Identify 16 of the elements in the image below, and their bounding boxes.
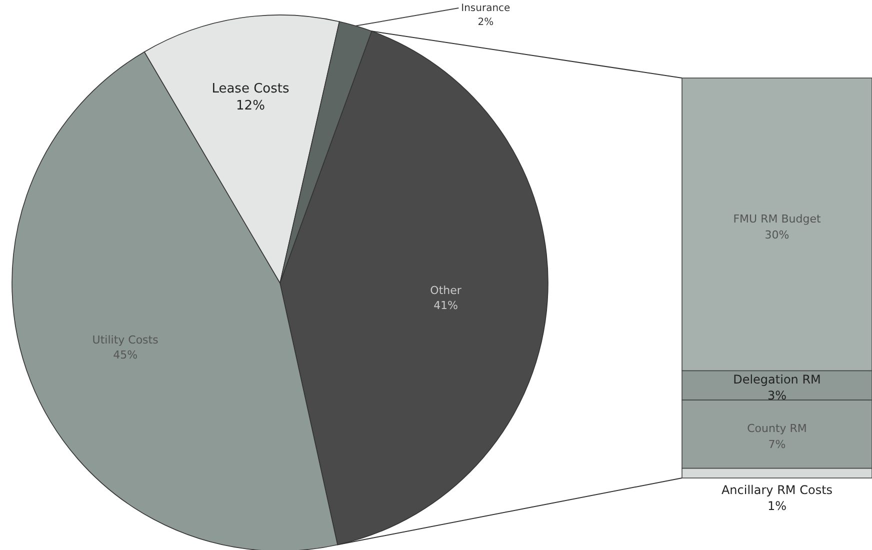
series-label: County RM bbox=[747, 422, 807, 436]
slice-label: Lease Costs bbox=[212, 81, 290, 96]
data-label: 12% bbox=[236, 98, 265, 114]
data-label: 3% bbox=[767, 388, 787, 402]
data-label: 45% bbox=[113, 348, 138, 362]
data-label: 41% bbox=[434, 299, 458, 312]
slice-label: Utility Costs bbox=[92, 334, 159, 347]
data-label: 7% bbox=[768, 438, 786, 452]
data-label: 1% bbox=[767, 499, 787, 513]
series-label: FMU RM Budget bbox=[733, 212, 822, 226]
slice-label: Other bbox=[430, 284, 462, 298]
series-label: Ancillary RM Costs bbox=[721, 483, 833, 497]
series-label: Delegation RM bbox=[733, 372, 821, 386]
data-label: 2% bbox=[478, 17, 494, 28]
data-label: 30% bbox=[764, 228, 790, 242]
slice-label: Insurance bbox=[461, 3, 510, 14]
